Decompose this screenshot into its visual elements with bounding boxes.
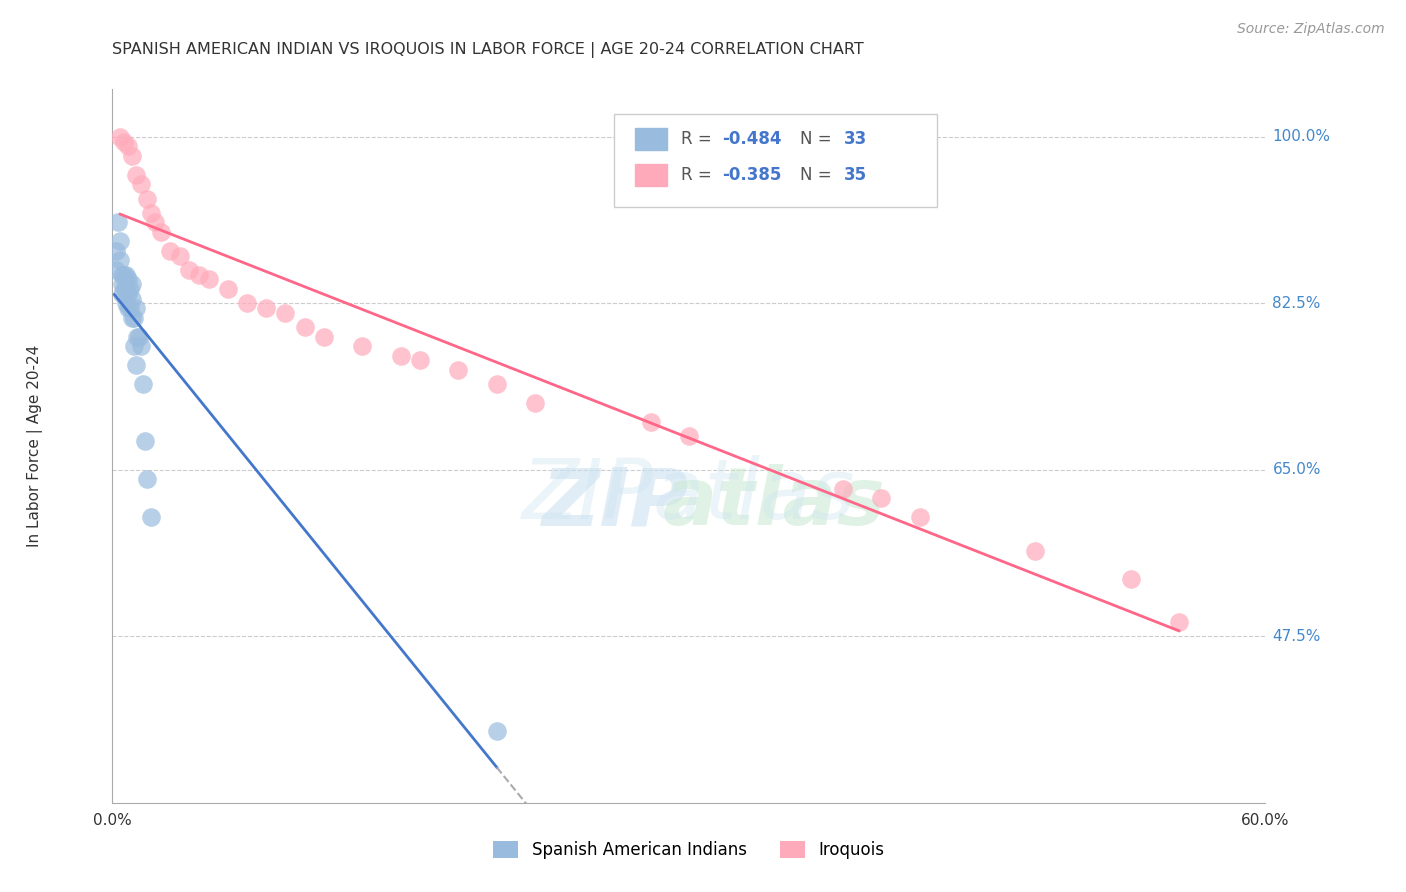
Point [678,429,700,443]
Point [139,510,162,524]
Text: ZIPatlas: ZIPatlas [522,456,856,536]
Point [1024,543,1046,558]
Point [121,292,143,306]
Point [485,377,508,392]
Point [447,363,470,377]
Point [254,301,277,315]
Point [409,353,432,368]
Point [127,329,149,343]
Point [111,268,134,282]
Point [105,263,128,277]
Point [129,178,153,192]
Text: R =: R = [681,130,717,148]
Point [485,724,508,739]
Text: 35: 35 [844,166,866,184]
Point [143,215,166,229]
Text: Source: ZipAtlas.com: Source: ZipAtlas.com [1237,22,1385,37]
Point [159,244,181,258]
Point [352,339,374,353]
Text: 82.5%: 82.5% [1272,296,1320,310]
Point [236,296,259,310]
Point [197,272,219,286]
Point [122,310,145,325]
Point [136,192,159,206]
Text: atlas: atlas [662,464,884,542]
Legend: Spanish American Indians, Iroquois: Spanish American Indians, Iroquois [486,834,891,866]
Point [111,277,134,292]
Point [169,249,191,263]
Point [831,482,853,496]
Point [107,215,129,229]
Point [124,358,146,372]
Point [122,339,145,353]
Point [149,225,172,239]
Point [134,434,156,449]
Point [115,268,138,282]
Point [132,377,155,392]
Point [117,286,139,301]
Text: -0.484: -0.484 [723,130,782,148]
Point [117,139,139,153]
Point [389,349,412,363]
Text: 100.0%: 100.0% [1272,129,1330,145]
Text: N =: N = [800,130,837,148]
Point [640,415,662,429]
Point [136,472,159,486]
Point [115,282,138,296]
Bar [634,128,666,150]
Point [312,329,335,343]
Point [108,253,131,268]
Point [128,329,150,343]
Point [112,268,135,282]
FancyBboxPatch shape [614,114,936,207]
Point [217,282,239,296]
Point [274,306,297,320]
Text: -0.385: -0.385 [723,166,782,184]
Text: R =: R = [681,166,717,184]
Point [111,286,134,301]
Point [294,320,316,334]
Point [118,282,141,296]
Point [121,277,143,292]
Point [112,282,135,296]
Point [124,301,146,315]
Point [112,135,135,149]
Point [117,272,139,286]
Point [1167,615,1189,629]
Point [524,396,547,410]
Point [121,310,143,325]
Point [187,268,211,282]
Point [179,263,201,277]
Text: ZIPatlas: ZIPatlas [323,464,689,542]
Point [139,206,162,220]
Point [121,149,143,163]
Point [117,301,139,315]
Bar [634,164,666,186]
Point [908,510,931,524]
Point [124,168,146,182]
Text: SPANISH AMERICAN INDIAN VS IROQUOIS IN LABOR FORCE | AGE 20-24 CORRELATION CHART: SPANISH AMERICAN INDIAN VS IROQUOIS IN L… [112,42,865,58]
Point [129,339,153,353]
Text: N =: N = [800,166,837,184]
Point [1119,572,1142,586]
Text: In Labor Force | Age 20-24: In Labor Force | Age 20-24 [27,345,44,547]
Point [115,296,138,310]
Point [108,235,131,249]
Point [105,244,128,258]
Point [870,491,893,506]
Text: 47.5%: 47.5% [1272,629,1320,644]
Text: ZIP: ZIP [541,464,689,542]
Text: 33: 33 [844,130,866,148]
Point [118,301,141,315]
Text: 65.0%: 65.0% [1272,462,1320,477]
Point [108,129,131,144]
